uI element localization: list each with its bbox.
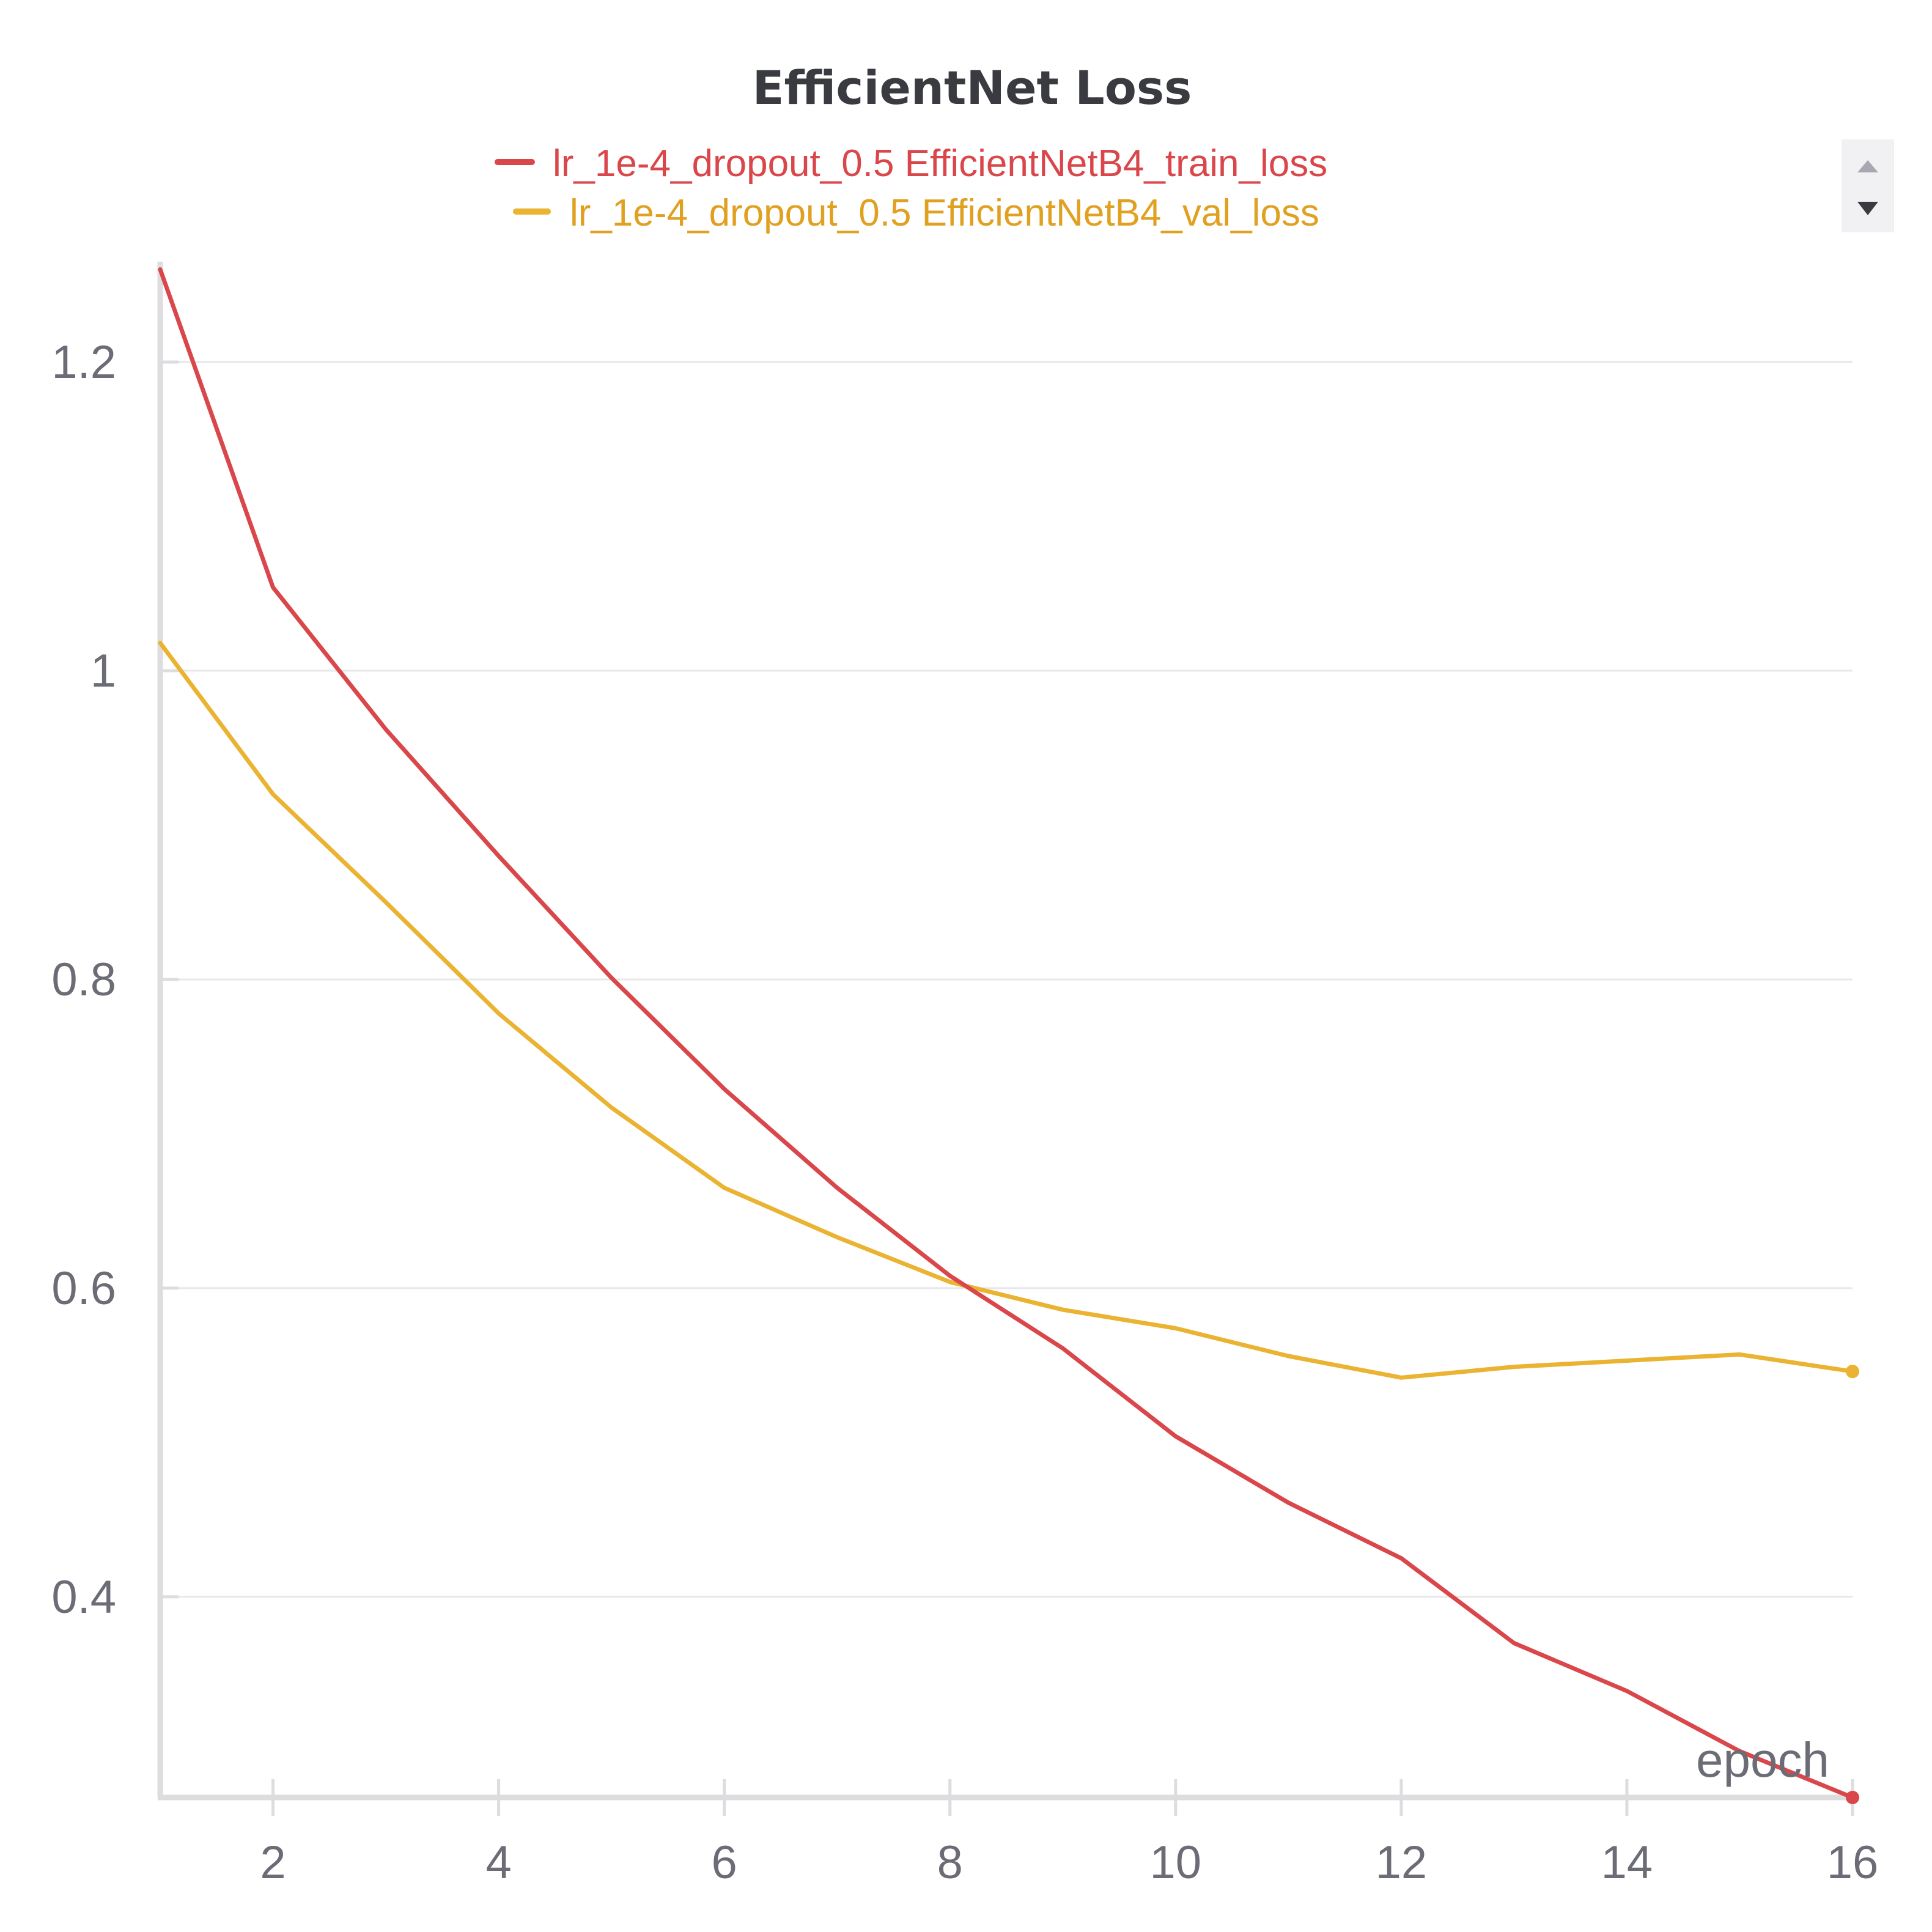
- endpoint-marker-val-loss: [1846, 1365, 1859, 1379]
- x-axis-ticks: 2 4 6 8 10 12 14 16: [260, 1779, 1878, 1889]
- x-tick-label: 16: [1827, 1837, 1879, 1889]
- legend-entry-train-loss[interactable]: lr_1e-4_dropout_0.5 EfficientNetB4_train…: [495, 142, 1327, 185]
- y-tick-label: 1.2: [51, 336, 116, 388]
- y-tick-label: 0.6: [51, 1263, 116, 1314]
- x-tick-label: 4: [485, 1837, 511, 1889]
- legend: lr_1e-4_dropout_0.5 EfficientNetB4_train…: [495, 142, 1327, 234]
- legend-scroll-track: [1842, 139, 1894, 232]
- series-line-train-loss: [158, 267, 1855, 1800]
- x-tick-label: 2: [260, 1837, 286, 1889]
- legend-scroll-control[interactable]: [1842, 139, 1894, 232]
- series-line-val-loss: [158, 641, 1855, 1380]
- series-layer: [158, 267, 1859, 1804]
- scroll-down-icon[interactable]: [1857, 202, 1878, 215]
- grid-lines: [160, 361, 1853, 1598]
- legend-entry-val-loss[interactable]: lr_1e-4_dropout_0.5 EfficientNetB4_val_l…: [513, 192, 1319, 234]
- chart-title: EfficientNet Loss: [753, 61, 1192, 115]
- x-tick-label: 14: [1601, 1837, 1653, 1889]
- y-axis-ticks: 0.4 0.6 0.8 1 1.2: [51, 336, 179, 1623]
- y-tick-label: 1: [90, 645, 116, 697]
- endpoint-marker-train-loss: [1846, 1791, 1859, 1804]
- y-tick-label: 0.8: [51, 954, 116, 1006]
- x-tick-label: 10: [1150, 1837, 1202, 1889]
- x-tick-label: 8: [937, 1837, 963, 1889]
- legend-label-train-loss: lr_1e-4_dropout_0.5 EfficientNetB4_train…: [553, 142, 1327, 185]
- x-tick-label: 6: [712, 1837, 737, 1889]
- legend-label-val-loss: lr_1e-4_dropout_0.5 EfficientNetB4_val_l…: [570, 192, 1319, 234]
- x-axis-label: epoch: [1696, 1733, 1829, 1787]
- scroll-up-icon[interactable]: [1857, 160, 1878, 172]
- y-tick-label: 0.4: [51, 1571, 116, 1623]
- x-tick-label: 12: [1376, 1837, 1428, 1889]
